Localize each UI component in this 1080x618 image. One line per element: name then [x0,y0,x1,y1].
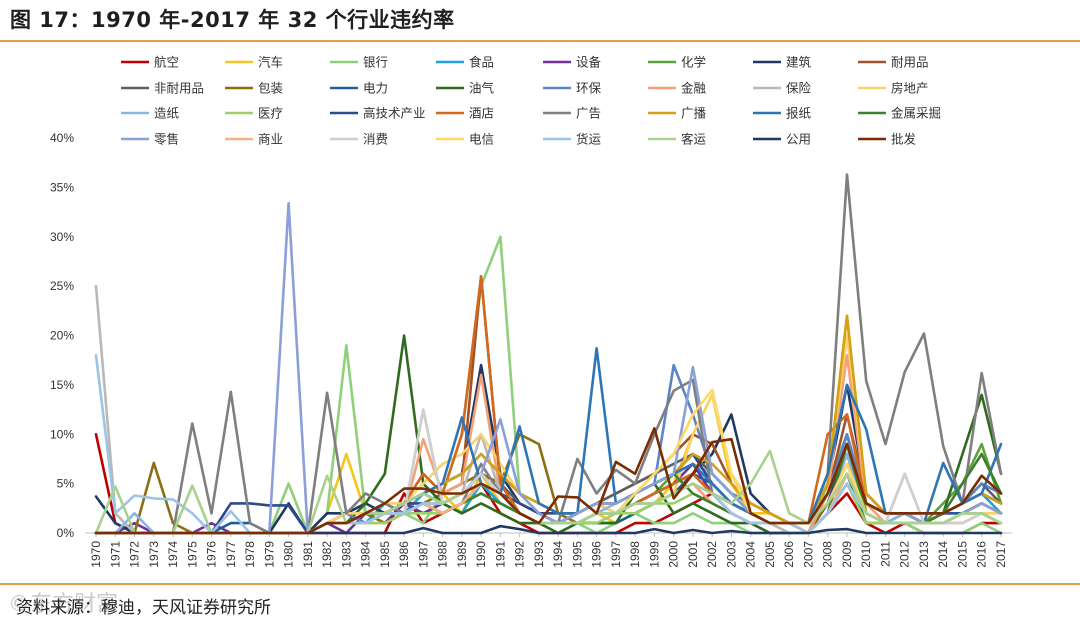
x-tick-label: 1991 [493,541,507,568]
legend-label: 房地产 [891,81,929,96]
x-tick-label: 2011 [878,541,892,567]
x-tick-label: 1993 [532,541,546,568]
x-tick-label: 2002 [705,541,719,568]
legend-label: 金融 [681,81,707,96]
x-tick-label: 2000 [667,541,681,568]
x-tick-label: 2015 [955,541,969,568]
title-divider [0,40,1080,42]
legend-label: 包装 [258,81,283,96]
legend-label: 电信 [469,132,494,147]
legend-label: 设备 [576,55,602,70]
footer-divider [0,583,1080,585]
legend-label: 医疗 [258,106,283,121]
x-tick-label: 1983 [339,541,353,568]
x-tick-label: 1990 [474,541,488,568]
legend-label: 货运 [576,132,602,147]
x-tick-label: 1973 [147,541,161,568]
legend-label: 保险 [786,81,812,96]
x-tick-label: 1978 [243,541,257,568]
x-tick-label: 1971 [108,541,122,568]
legend-label: 批发 [891,132,917,147]
page-title: 图 17：1970 年-2017 年 32 个行业违约率 [10,8,455,32]
x-tick-label: 1979 [262,541,276,568]
x-tick-label: 2017 [994,541,1008,568]
x-tick-label: 1986 [397,541,411,568]
x-tick-label: 1995 [570,541,584,568]
x-tick-label: 2004 [744,541,758,568]
x-tick-label: 1997 [609,541,623,568]
x-tick-label: 2008 [821,541,835,568]
y-tick-label: 0% [57,526,75,540]
legend-label: 酒店 [469,106,494,121]
x-tick-label: 1970 [89,541,103,568]
x-tick-label: 2005 [763,541,777,568]
x-tick-label: 1998 [628,541,642,568]
y-tick-label: 40% [50,131,74,145]
x-tick-label: 2007 [801,541,815,568]
x-tick-label: 1972 [128,541,142,568]
x-tick-label: 2016 [975,541,989,568]
x-tick-label: 1975 [185,541,199,568]
x-tick-label: 1987 [416,541,430,568]
legend-label: 零售 [154,132,179,147]
x-tick-label: 1981 [301,541,315,568]
legend-label: 造纸 [154,106,180,121]
x-tick-label: 2001 [686,541,700,568]
x-tick-label: 1982 [320,541,334,568]
legend-label: 油气 [469,81,495,96]
x-tick-label: 1984 [359,541,373,568]
legend-label: 高技术产业 [363,106,426,121]
series-lines [94,173,1003,535]
legend-label: 耐用品 [891,55,929,70]
series-line [94,426,1003,535]
x-tick-label: 2009 [840,541,854,568]
legend-label: 汽车 [258,55,283,70]
y-axis: 0% 5% 10% 15% 20% 25% 30% 35% 40% [50,131,74,540]
legend-label: 商业 [258,132,283,147]
legend-label: 航空 [154,55,179,70]
legend-label: 公用 [786,132,811,147]
y-tick-label: 10% [50,427,74,441]
legend-label: 建筑 [786,55,812,70]
legend-label: 银行 [363,55,388,70]
y-tick-label: 35% [50,180,74,194]
x-tick-label: 2010 [859,541,873,568]
x-tick-label: 2003 [724,541,738,568]
x-tick-label: 1980 [282,541,296,568]
x-tick-label: 1994 [551,541,565,568]
legend-label: 广告 [576,106,601,121]
legend-label: 广播 [681,106,707,121]
x-tick-label: 1976 [205,541,219,568]
x-tick-label: 1988 [436,541,450,568]
y-tick-label: 20% [50,329,74,343]
x-tick-label: 1996 [590,541,604,568]
legend-label: 食品 [469,55,494,70]
x-tick-label: 2013 [917,541,931,568]
legend-label: 消费 [363,132,388,147]
legend-label: 电力 [363,81,388,96]
x-tick-label: 1977 [224,541,238,568]
x-axis: 1970 1971 1972 1973 1974 1975 1976 1977 1978 1979… [85,532,1012,568]
source-note: 资料来源：穆迪，天风证券研究所 [16,598,271,618]
legend-label: 化学 [681,55,706,70]
legend-label: 金属采掘 [891,106,941,121]
x-tick-label: 2006 [782,541,796,568]
x-tick-label: 1999 [647,541,661,568]
y-tick-label: 15% [50,378,74,392]
x-tick-label: 2014 [936,541,950,568]
legend-label: 客运 [681,132,707,147]
x-tick-label: 2012 [898,541,912,568]
legend-label: 报纸 [786,106,812,121]
x-tick-label: 1989 [455,541,469,568]
legend-label: 环保 [576,81,602,96]
x-tick-label: 1985 [378,541,392,568]
x-tick-label: 1974 [166,541,180,568]
y-tick-label: 30% [50,230,74,244]
y-tick-label: 25% [50,279,74,293]
legend-label: 非耐用品 [154,81,204,96]
y-tick-label: 5% [57,477,75,491]
x-tick-label: 1992 [513,541,527,568]
